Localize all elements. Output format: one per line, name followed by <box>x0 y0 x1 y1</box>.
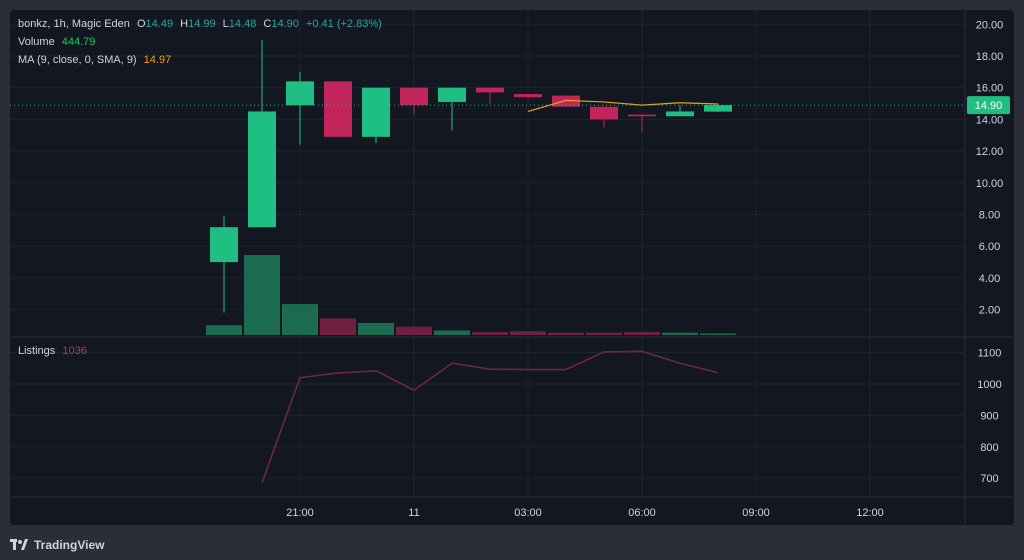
high-value: 14.99 <box>188 18 216 30</box>
last-price-tag <box>967 96 1010 115</box>
tradingview-logo-icon <box>10 539 28 550</box>
price-tick-label: 8.00 <box>979 210 1000 222</box>
listings-value: 1036 <box>62 345 87 357</box>
axis-layer: 2.00 4.00 6.00 8.00 10.00 12.00 14.00 16.00 18.0… <box>10 19 1010 519</box>
volume-bar <box>548 332 584 335</box>
candle-body <box>514 94 542 98</box>
candle-body <box>704 105 732 112</box>
high-label: H <box>180 18 189 30</box>
listings-layer <box>261 350 719 484</box>
time-tick-label: 09:00 <box>742 507 770 519</box>
volume-bar <box>510 331 546 335</box>
candle-layer <box>210 40 732 313</box>
time-tick-label: 06:00 <box>628 507 656 519</box>
close-label: C <box>263 18 272 30</box>
ma-legend[interactable]: MA (9, close, 0, SMA, 9) 14.97 <box>18 54 175 66</box>
symbol-title[interactable]: bonkz, 1h, Magic Eden <box>18 18 130 30</box>
main-legend: bonkz, 1h, Magic Eden O14.49 H14.99 L14.… <box>18 18 386 30</box>
volume-value: 444.79 <box>61 36 96 48</box>
last-price-label: 14.90 <box>975 100 1003 112</box>
grid-layer <box>10 10 1014 525</box>
volume-bar <box>320 318 356 335</box>
volume-bar <box>472 331 508 335</box>
volume-bar <box>396 326 432 335</box>
candle-body <box>666 111 694 117</box>
candle-body <box>400 87 428 106</box>
volume-bar <box>662 332 698 335</box>
chart-frame: 2.00 4.00 6.00 8.00 10.00 12.00 14.00 16.00 18.0… <box>10 10 1014 525</box>
volume-bar <box>206 325 242 335</box>
open-label: O <box>136 18 146 30</box>
listings-tick-label: 1100 <box>978 348 1002 360</box>
volume-bar <box>358 322 394 335</box>
time-tick-label: 12:00 <box>856 507 884 519</box>
ma-value: 14.97 <box>143 54 172 66</box>
low-value: 14.48 <box>228 18 257 30</box>
candle-body <box>552 95 580 107</box>
price-tick-label: 18.00 <box>976 51 1004 63</box>
listings-tick-label: 1000 <box>977 379 1001 391</box>
volume-bar <box>244 255 280 335</box>
chart-canvas[interactable]: 2.00 4.00 6.00 8.00 10.00 12.00 14.00 16.00 18.0… <box>10 10 1014 525</box>
volume-bar <box>586 332 622 335</box>
volume-bar <box>434 330 470 335</box>
volume-bar <box>700 333 736 335</box>
candle-body <box>628 114 656 117</box>
listings-tick-label: 900 <box>980 410 998 422</box>
candle-body <box>438 87 466 102</box>
candle-body <box>590 106 618 120</box>
price-tick-label: 4.00 <box>979 273 1000 285</box>
volume-bar <box>624 331 660 335</box>
time-tick-label: 11 <box>408 507 419 519</box>
candle-body <box>210 227 238 263</box>
time-tick-label: 03:00 <box>514 507 542 519</box>
listings-label: Listings <box>18 345 56 357</box>
price-tick-label: 6.00 <box>979 241 1000 253</box>
ma-layer <box>527 99 719 113</box>
close-value: 14.90 <box>271 18 299 30</box>
candle-body <box>476 87 504 93</box>
volume-label: Volume <box>18 36 55 48</box>
candle-body <box>362 87 390 137</box>
price-tick-label: 16.00 <box>976 83 1004 95</box>
ma-label: MA (9, close, 0, SMA, 9) <box>18 54 137 66</box>
price-tick-label: 14.00 <box>976 114 1004 126</box>
candle-body <box>248 111 276 228</box>
ma-line <box>527 99 719 113</box>
listings-line <box>261 350 719 484</box>
volume-legend[interactable]: Volume 444.79 <box>18 36 99 48</box>
price-tick-label: 20.00 <box>976 19 1004 31</box>
tradingview-label: TradingView <box>34 538 105 552</box>
price-tick-label: 2.00 <box>979 305 1000 317</box>
tradingview-branding[interactable]: TradingView <box>10 536 104 554</box>
volume-bar <box>282 304 318 335</box>
candle-body <box>286 81 314 106</box>
listings-tick-label: 700 <box>980 473 998 485</box>
price-tick-label: 10.00 <box>976 178 1004 190</box>
listings-tick-label: 800 <box>980 442 998 454</box>
change-value: +0.41 (+2.83%) <box>305 18 382 30</box>
listings-legend[interactable]: Listings 1036 <box>18 345 91 357</box>
candle-body <box>324 81 352 137</box>
open-value: 14.49 <box>145 18 174 30</box>
low-label: L <box>222 18 229 30</box>
time-tick-label: 21:00 <box>286 507 314 519</box>
volume-layer <box>206 255 736 335</box>
price-tick-label: 12.00 <box>976 146 1004 158</box>
